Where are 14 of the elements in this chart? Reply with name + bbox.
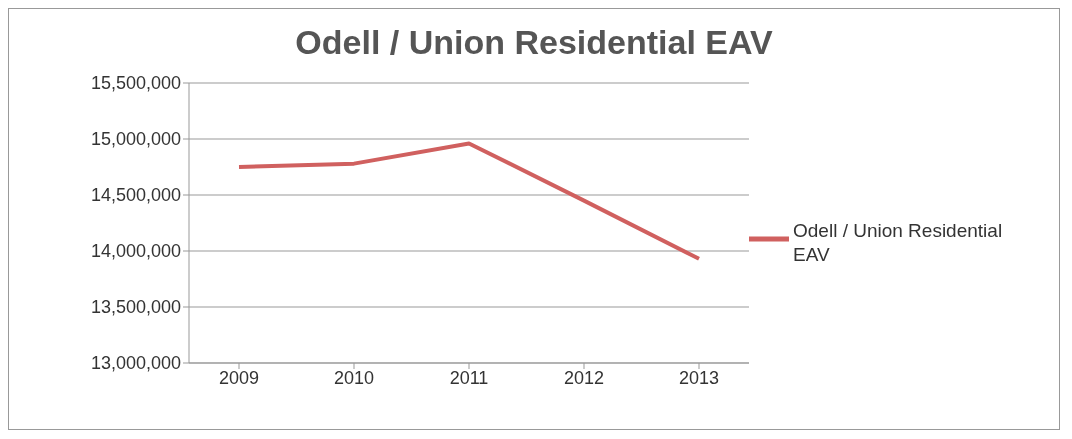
line-series <box>237 141 701 261</box>
y-tick-label: 15,000,000 <box>90 129 181 150</box>
x-tick-label: 2010 <box>333 367 375 388</box>
chart-title: Odell / Union Residential EAV <box>294 23 774 63</box>
y-tick-label: 14,000,000 <box>90 241 181 262</box>
y-tick-label: 14,500,000 <box>90 185 181 206</box>
y-tick-label: 13,000,000 <box>90 353 181 374</box>
y-tick-label: 15,500,000 <box>90 73 181 94</box>
x-tick-label: 2011 <box>449 367 489 388</box>
y-tick-label: 13,500,000 <box>90 297 181 318</box>
x-tick-label: 2009 <box>218 367 260 388</box>
x-tick-label: 2012 <box>563 367 605 388</box>
legend-label: Odell / Union Residential EAV <box>793 219 1004 267</box>
x-tick-label: 2013 <box>678 367 720 388</box>
